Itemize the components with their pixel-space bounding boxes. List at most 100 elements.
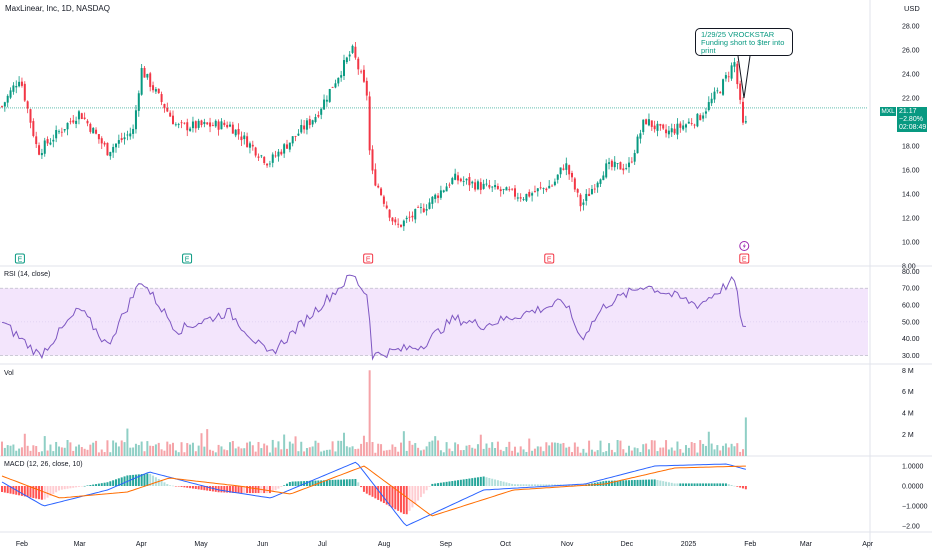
macd-histogram-bar bbox=[55, 486, 58, 493]
candle-body bbox=[622, 168, 625, 171]
volume-bar bbox=[46, 450, 49, 456]
rsi-axis-tick: 30.00 bbox=[902, 353, 920, 360]
macd-histogram-bar bbox=[197, 486, 200, 490]
volume-bar bbox=[511, 450, 514, 456]
volume-bar bbox=[112, 440, 115, 456]
macd-histogram-bar bbox=[462, 479, 465, 486]
candle-body bbox=[149, 73, 152, 87]
volume-bar bbox=[454, 442, 457, 456]
candle-body bbox=[730, 65, 733, 79]
candle-body bbox=[656, 123, 659, 131]
candle-body bbox=[719, 92, 722, 94]
volume-bar bbox=[308, 447, 311, 456]
candle-body bbox=[405, 217, 408, 220]
volume-bar bbox=[263, 443, 266, 456]
volume-bar bbox=[434, 436, 437, 456]
rsi-axis-tick: 60.00 bbox=[902, 303, 920, 310]
macd-histogram-bar bbox=[297, 481, 300, 486]
volume-bar bbox=[137, 445, 140, 456]
candle-body bbox=[334, 83, 337, 88]
volume-bar bbox=[351, 446, 354, 456]
candle-body bbox=[137, 93, 140, 111]
candle-body bbox=[345, 57, 348, 63]
lightning-glyph bbox=[742, 243, 746, 249]
volume-bar bbox=[152, 445, 155, 456]
macd-histogram-bar bbox=[468, 478, 471, 486]
macd-histogram-bar bbox=[419, 486, 422, 498]
callout-line-1: 1/29/25 VROCKSTAR bbox=[701, 30, 775, 39]
volume-bar bbox=[246, 442, 249, 456]
candle-body bbox=[132, 128, 135, 134]
volume-bar bbox=[596, 450, 599, 456]
candle-body bbox=[117, 140, 120, 144]
volume-bar bbox=[628, 445, 630, 456]
earnings-marker[interactable] bbox=[739, 253, 750, 264]
candle-body bbox=[531, 193, 534, 196]
macd-histogram-bar bbox=[405, 486, 408, 515]
macd-histogram-bar bbox=[687, 483, 690, 486]
volume-bar bbox=[266, 445, 269, 456]
annotation-callout[interactable]: 1/29/25 VROCKSTAR Funding short to $ter … bbox=[695, 28, 793, 56]
volume-bar bbox=[357, 448, 360, 456]
volume-bar bbox=[562, 442, 565, 456]
earnings-marker[interactable] bbox=[14, 253, 25, 264]
candle-body bbox=[351, 45, 354, 53]
volume-bar bbox=[724, 443, 727, 456]
volume-bar bbox=[730, 443, 733, 456]
volume-bar bbox=[633, 447, 636, 456]
macd-histogram-bar bbox=[744, 486, 747, 490]
candle-body bbox=[177, 124, 180, 126]
macd-histogram-bar bbox=[200, 486, 203, 490]
candle-body bbox=[26, 101, 29, 109]
candle-body bbox=[283, 144, 286, 154]
volume-bar bbox=[536, 446, 539, 456]
volume-bar bbox=[707, 431, 710, 456]
candle-body bbox=[72, 120, 75, 123]
volume-bar bbox=[693, 443, 696, 456]
volume-bar bbox=[334, 451, 337, 456]
volume-bar bbox=[699, 440, 702, 456]
macd-histogram-bar bbox=[149, 473, 152, 486]
volume-bar bbox=[382, 450, 385, 456]
candle-body bbox=[323, 99, 326, 110]
earnings-marker[interactable] bbox=[544, 253, 555, 264]
macd-histogram-bar bbox=[642, 479, 645, 486]
candle-body bbox=[266, 163, 269, 166]
macd-histogram-bar bbox=[573, 484, 576, 486]
macd-histogram-bar bbox=[237, 486, 240, 494]
earnings-marker-label: E bbox=[366, 257, 371, 264]
macd-histogram-bar bbox=[117, 478, 120, 486]
macd-histogram-bar bbox=[325, 480, 328, 486]
candle-body bbox=[243, 135, 246, 140]
candle-body bbox=[548, 185, 551, 189]
earnings-marker[interactable] bbox=[182, 253, 193, 264]
macd-histogram-bar bbox=[613, 480, 616, 486]
macd-histogram-bar bbox=[328, 480, 331, 486]
volume-bar bbox=[653, 440, 656, 456]
volume-bar bbox=[337, 440, 340, 456]
volume-bar bbox=[687, 447, 690, 456]
macd-axis-tick: 0.0000 bbox=[902, 484, 924, 491]
macd-histogram-bar bbox=[707, 483, 710, 486]
candle-body bbox=[32, 121, 35, 136]
time-axis-tick: Nov bbox=[561, 541, 574, 548]
volume-bar bbox=[186, 443, 189, 456]
macd-histogram-bar bbox=[52, 486, 55, 495]
volume-bar bbox=[323, 450, 326, 456]
candle-body bbox=[365, 80, 368, 96]
macd-histogram-bar bbox=[38, 486, 41, 500]
currency-label[interactable]: USD bbox=[904, 4, 920, 13]
candle-body bbox=[12, 85, 15, 92]
macd-histogram-bar bbox=[123, 476, 126, 486]
macd-histogram-bar bbox=[670, 482, 673, 486]
candle-body bbox=[291, 136, 294, 144]
macd-histogram-bar bbox=[710, 483, 713, 486]
volume-bar bbox=[451, 451, 454, 456]
volume-bar bbox=[645, 443, 648, 456]
volume-bar bbox=[211, 450, 214, 456]
macd-histogram-bar bbox=[602, 481, 605, 486]
earnings-marker[interactable] bbox=[363, 253, 374, 264]
candle-body bbox=[687, 121, 690, 124]
macd-histogram-bar bbox=[120, 477, 123, 486]
earnings-marker-label: E bbox=[742, 257, 747, 264]
